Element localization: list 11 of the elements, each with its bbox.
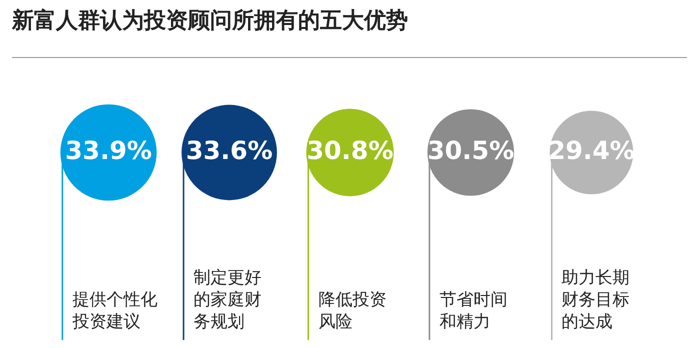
category-label: 节省时间和精力 — [439, 290, 508, 332]
category-label: 降低投资风险 — [318, 290, 386, 332]
data-label: 33.9% — [65, 136, 152, 165]
data-label: 30.8% — [306, 136, 394, 165]
data-label: 33.6% — [186, 136, 273, 165]
category-label: 提供个性化投资建议 — [71, 290, 158, 332]
data-label: 30.5% — [427, 136, 514, 165]
category-label: 制定更好的家庭财务规划 — [194, 268, 262, 332]
category-label: 助力长期财务目标的达成 — [562, 268, 630, 332]
text: 新富人群认为投资顾问所拥有的五大优势 — [11, 8, 408, 34]
data-label: 29.4% — [548, 136, 635, 165]
